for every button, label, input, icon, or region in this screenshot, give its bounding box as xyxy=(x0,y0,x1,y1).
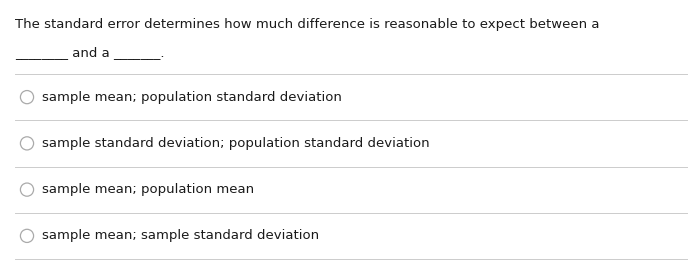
Point xyxy=(21,95,33,99)
Point xyxy=(21,187,33,192)
Text: ________ and a _______.: ________ and a _______. xyxy=(15,46,165,59)
Text: sample mean; sample standard deviation: sample mean; sample standard deviation xyxy=(42,229,319,242)
Text: The standard error determines how much difference is reasonable to expect betwee: The standard error determines how much d… xyxy=(15,18,599,31)
Text: sample mean; population mean: sample mean; population mean xyxy=(42,183,254,196)
Text: sample standard deviation; population standard deviation: sample standard deviation; population st… xyxy=(42,137,430,150)
Point xyxy=(21,234,33,238)
Point xyxy=(21,141,33,145)
Text: sample mean; population standard deviation: sample mean; population standard deviati… xyxy=(42,91,342,104)
